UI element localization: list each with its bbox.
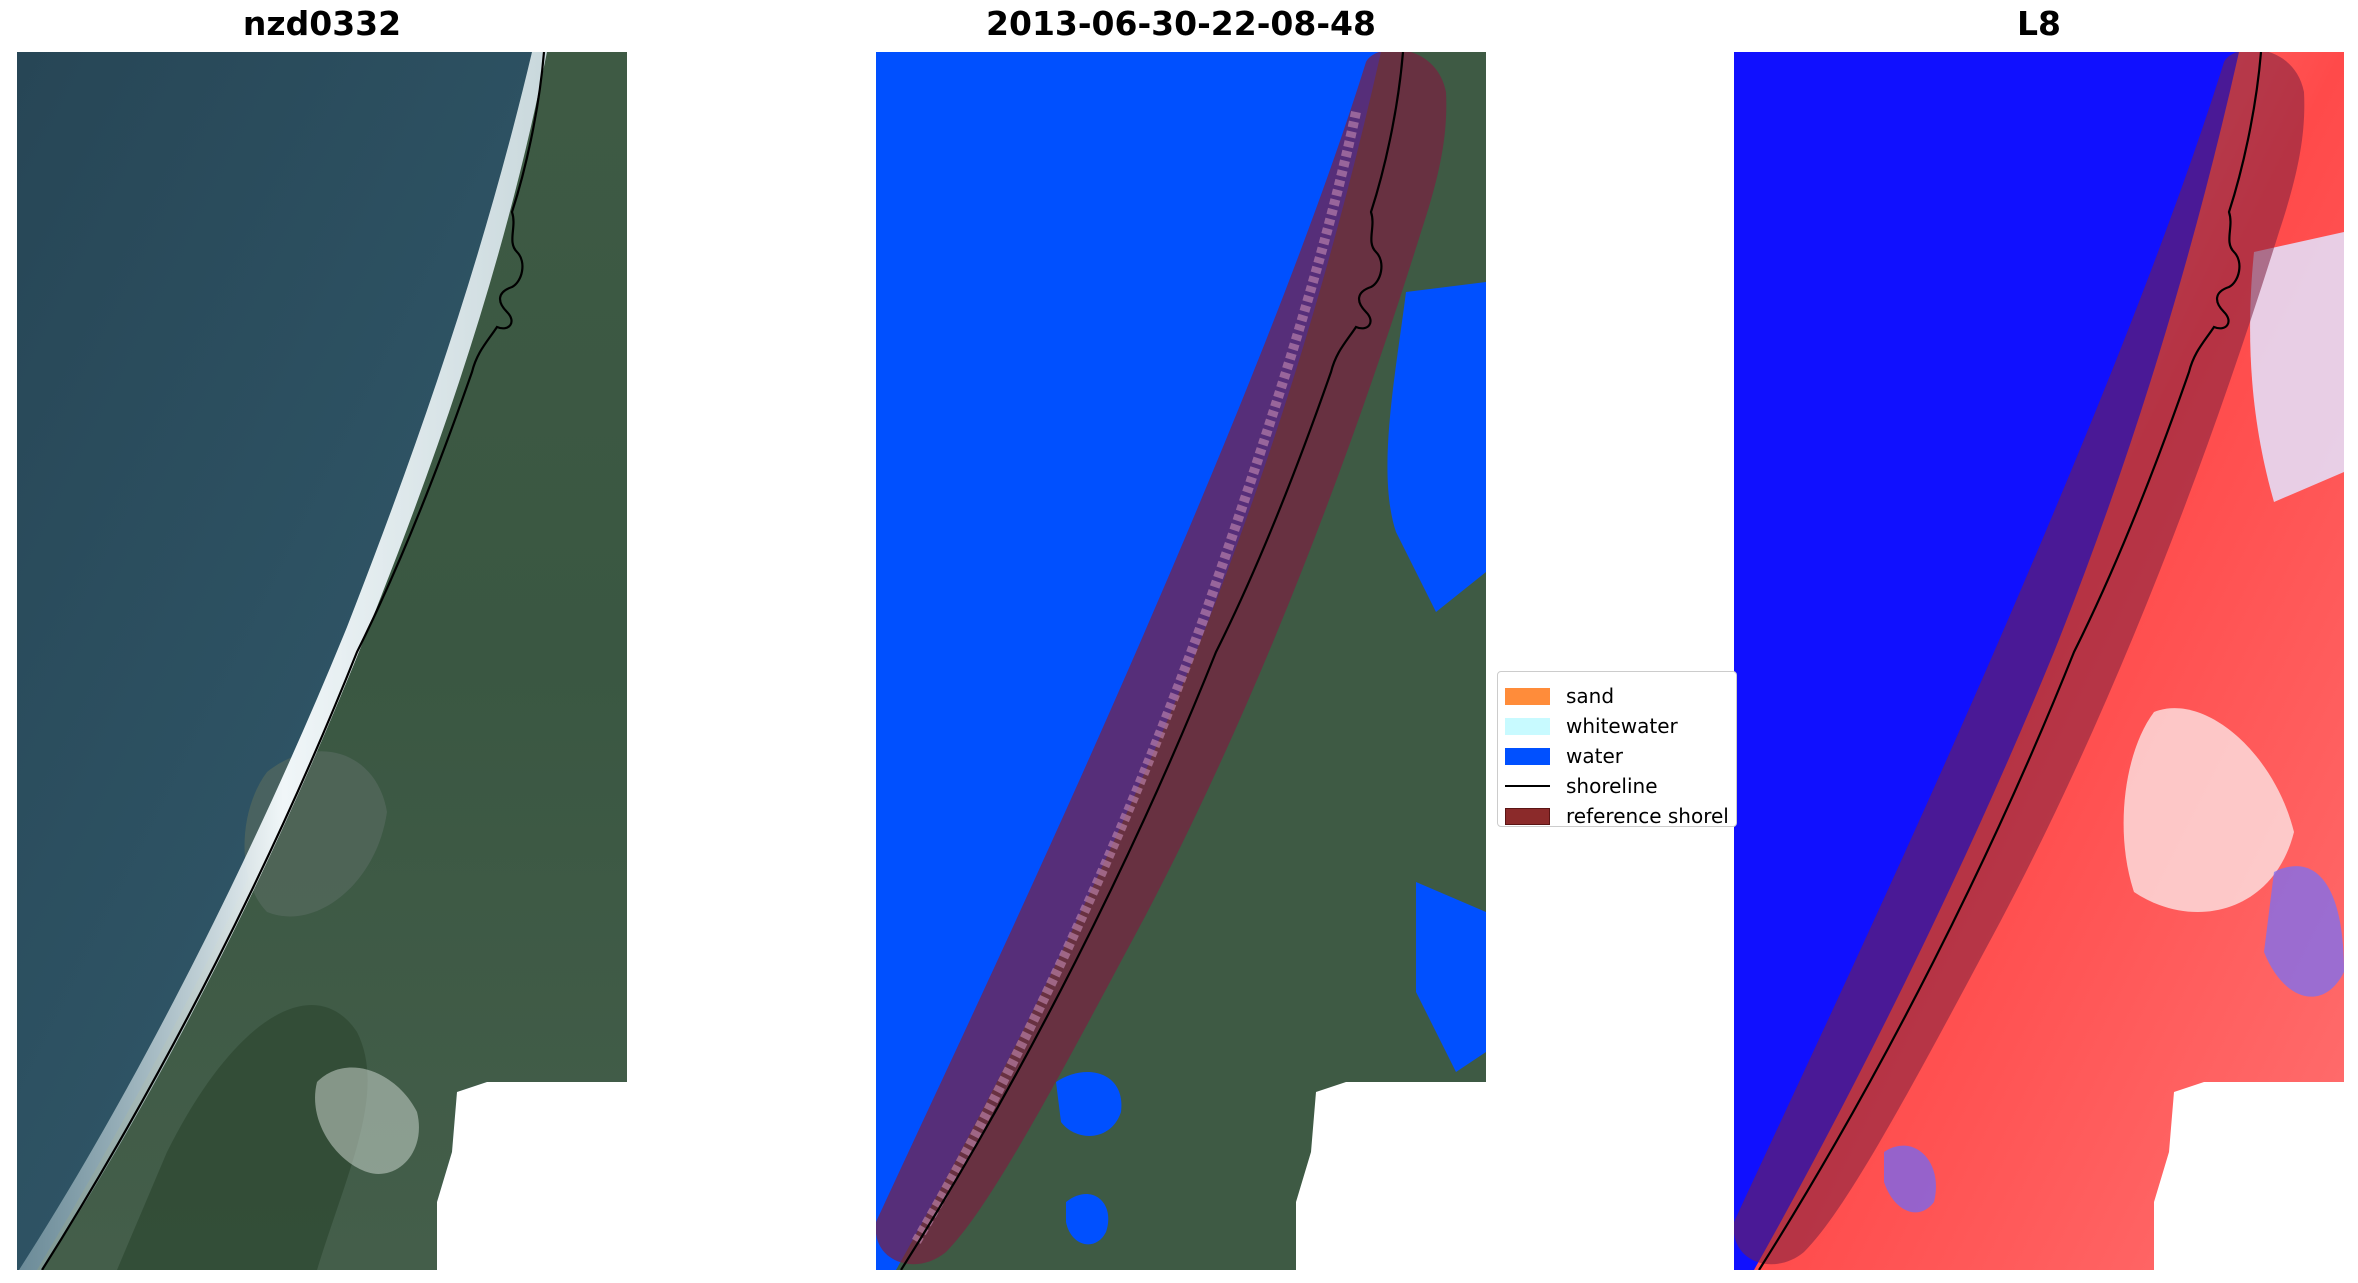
nodata-edge	[437, 1082, 487, 1270]
reference-shoreline-buffer	[1734, 52, 2305, 1265]
shoreline-line-swatch	[1505, 785, 1550, 787]
panel-title-rgb: nzd0332	[242, 4, 402, 43]
nodata-edge	[2154, 1082, 2204, 1270]
legend-label: whitewater	[1566, 714, 1678, 738]
cloud-area	[315, 1067, 419, 1174]
panel-title-index: L8	[2017, 4, 2061, 43]
sand-swatch	[1505, 687, 1550, 705]
legend-item-sand: sand	[1498, 681, 1736, 711]
land-area	[37, 52, 627, 1270]
index-blue-patch	[2264, 866, 2344, 997]
shoreline	[900, 52, 1405, 1270]
reference-shoreline-buffer	[876, 52, 1447, 1265]
index-blue-patch	[1884, 1145, 1936, 1213]
legend-label: sand	[1566, 684, 1615, 708]
nodata-white	[1346, 1082, 1486, 1270]
water-class-inland	[1387, 282, 1486, 612]
whitewater-swatch	[1505, 717, 1550, 735]
legend: sand whitewater water shoreline referenc…	[1497, 671, 1737, 827]
water-class-inland	[1066, 1193, 1109, 1245]
index-pale-patch	[2250, 232, 2344, 502]
nodata-white	[487, 1082, 627, 1270]
index-image	[1734, 52, 2344, 1270]
legend-label: shoreline	[1566, 774, 1658, 798]
shoreline	[41, 52, 546, 1270]
water-class-inland	[1056, 1072, 1122, 1136]
rgb-satellite-image	[17, 52, 627, 1270]
water-swatch	[1505, 747, 1550, 765]
legend-item-water: water	[1498, 741, 1736, 771]
legend-item-reference-shoreline: reference shorel	[1498, 801, 1736, 827]
legend-label: reference shorel	[1566, 804, 1729, 827]
nodata-white	[2204, 1082, 2344, 1270]
nodata-edge	[1296, 1082, 1346, 1270]
shoreline	[1758, 52, 2263, 1270]
panel-title-classification: 2013-06-30-22-08-48	[986, 4, 1376, 43]
water-class-inland	[1416, 882, 1486, 1072]
legend-item-shoreline: shoreline	[1498, 771, 1736, 801]
classification-image	[876, 52, 1486, 1270]
legend-item-whitewater: whitewater	[1498, 711, 1736, 741]
hills-area	[117, 1005, 368, 1270]
index-pale-patch	[2123, 708, 2294, 912]
legend-label: water	[1566, 744, 1623, 768]
reference-shoreline-swatch	[1505, 807, 1550, 825]
